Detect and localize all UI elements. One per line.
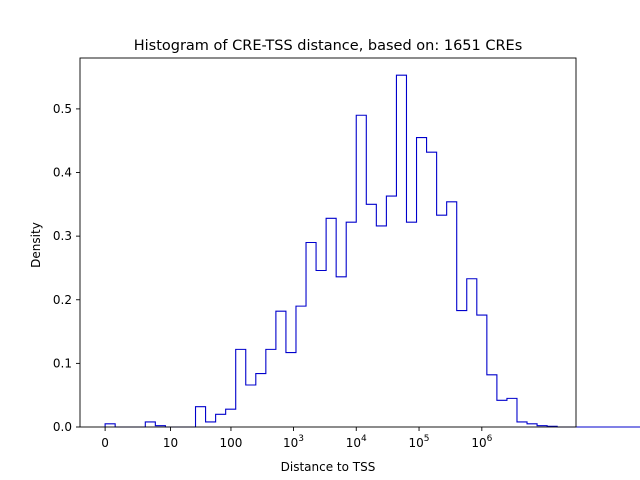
plot-frame — [79, 57, 577, 428]
x-tick-label: 10 — [163, 436, 178, 450]
x-axis-label: Distance to TSS — [281, 460, 376, 474]
x-tick-label: 0 — [101, 436, 109, 450]
y-tick-label: 0.2 — [53, 293, 72, 307]
x-tick-label: 106 — [471, 434, 492, 450]
y-tick-label: 0.5 — [53, 102, 72, 116]
chart-title: Histogram of CRE-TSS distance, based on:… — [134, 38, 523, 54]
x-tick-label: 103 — [283, 434, 304, 450]
histogram-outline — [104, 74, 640, 428]
y-axis-label: Density — [29, 222, 43, 268]
y-tick-label: 0.4 — [53, 166, 72, 180]
plot-area: 0.0 0.1 0.2 0.3 0.4 0.5 0 10 100 103 104 105 106 — [53, 57, 640, 450]
y-tick-label: 0.3 — [53, 229, 72, 243]
x-tick-label: 105 — [409, 434, 430, 450]
y-tick-label: 0.0 — [53, 420, 72, 434]
y-tick-label: 0.1 — [53, 356, 72, 370]
x-tick-label: 100 — [220, 436, 243, 450]
x-tick-label: 104 — [346, 434, 367, 450]
